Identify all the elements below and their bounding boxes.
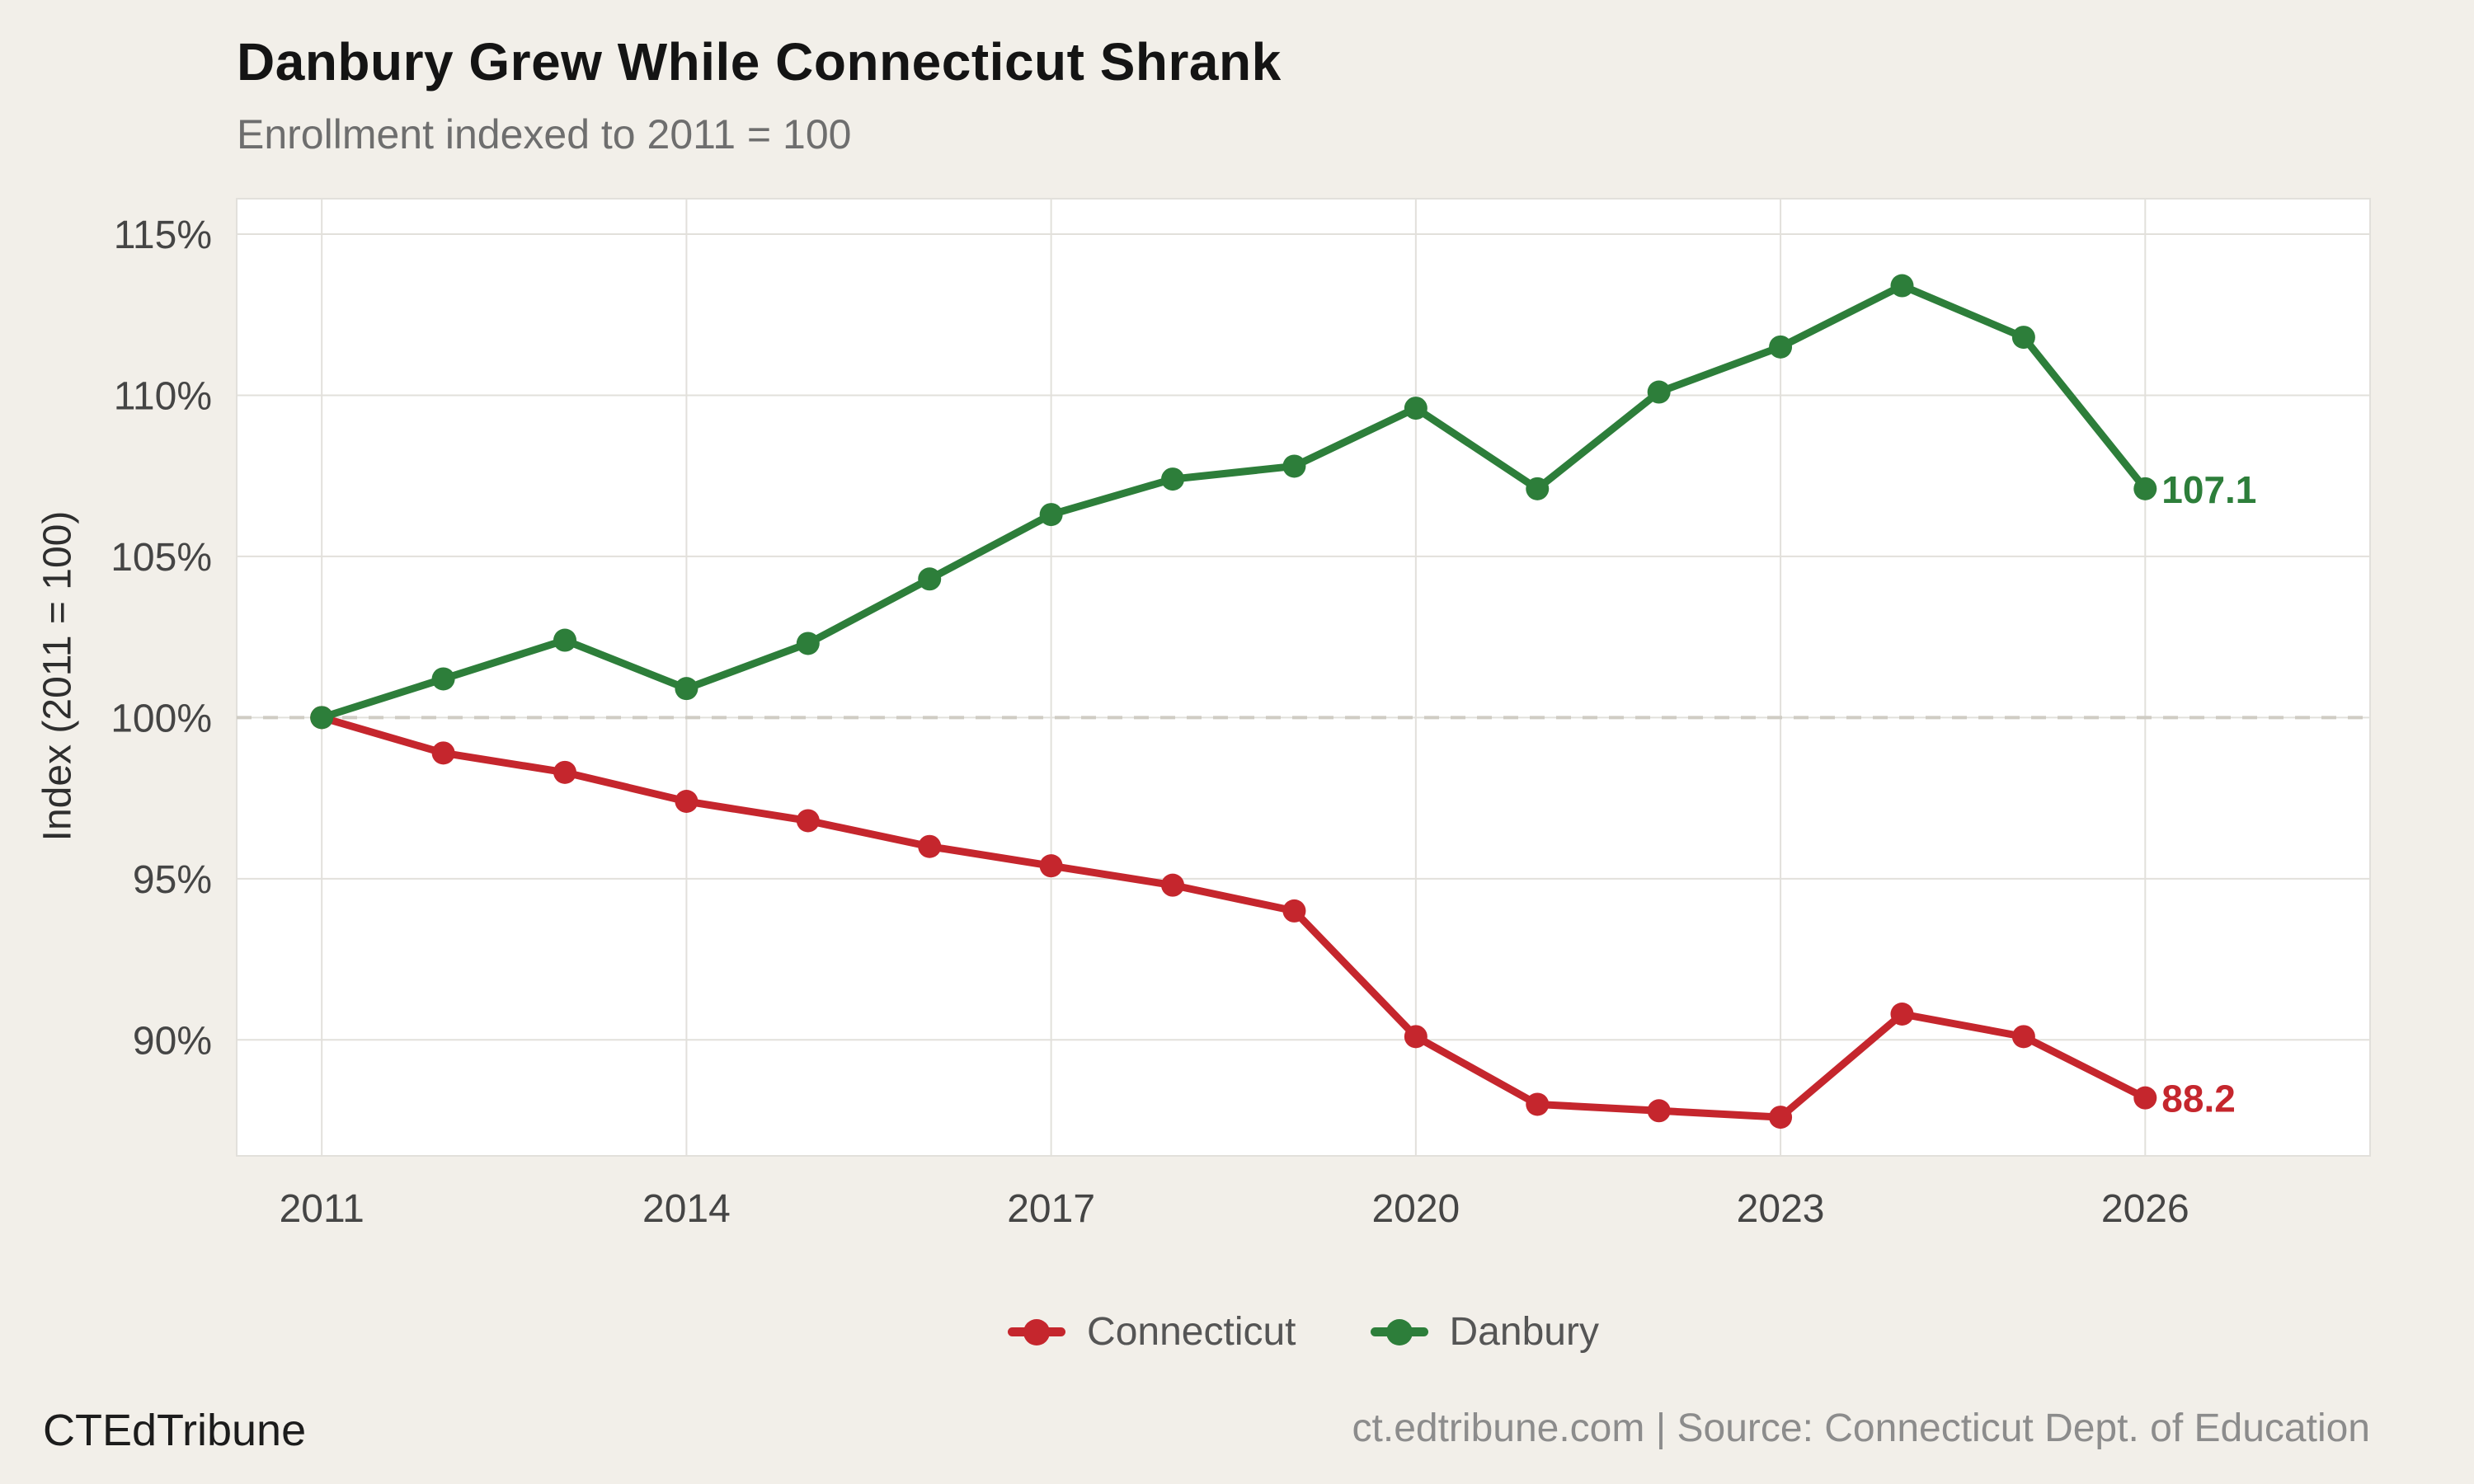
svg-text:90%: 90% [133, 1019, 212, 1063]
svg-text:100%: 100% [111, 697, 212, 740]
svg-text:2026: 2026 [2101, 1187, 2189, 1231]
svg-text:110%: 110% [114, 374, 212, 418]
legend-item-danbury: Danbury [1370, 1309, 1599, 1355]
svg-text:105%: 105% [111, 536, 212, 580]
connecticut-legend-marker-icon [1008, 1327, 1066, 1336]
chart-header: Danbury Grew While Connecticut Shrank En… [237, 31, 1282, 158]
svg-text:95%: 95% [133, 858, 212, 902]
svg-text:88.2: 88.2 [2161, 1078, 2236, 1120]
legend-item-connecticut: Connecticut [1008, 1309, 1296, 1355]
danbury-legend-marker-icon [1370, 1327, 1428, 1336]
svg-text:2017: 2017 [1007, 1187, 1095, 1231]
svg-text:2011: 2011 [280, 1187, 365, 1231]
svg-text:107.1: 107.1 [2161, 468, 2256, 511]
chart-legend: Connecticut Danbury [237, 1309, 2370, 1355]
source-attribution: ct.edtribune.com | Source: Connecticut D… [1352, 1407, 2370, 1450]
svg-text:115%: 115% [114, 214, 212, 257]
brand-logo-text: CTEdTribune [43, 1406, 307, 1455]
legend-label-connecticut: Connecticut [1087, 1310, 1296, 1354]
page-title: Danbury Grew While Connecticut Shrank [237, 32, 1282, 92]
svg-text:2014: 2014 [642, 1187, 731, 1231]
legend-label-danbury: Danbury [1449, 1310, 1599, 1354]
svg-text:2023: 2023 [1737, 1187, 1825, 1231]
svg-text:2020: 2020 [1371, 1187, 1460, 1231]
chart-subtitle: Enrollment indexed to 2011 = 100 [237, 111, 852, 157]
